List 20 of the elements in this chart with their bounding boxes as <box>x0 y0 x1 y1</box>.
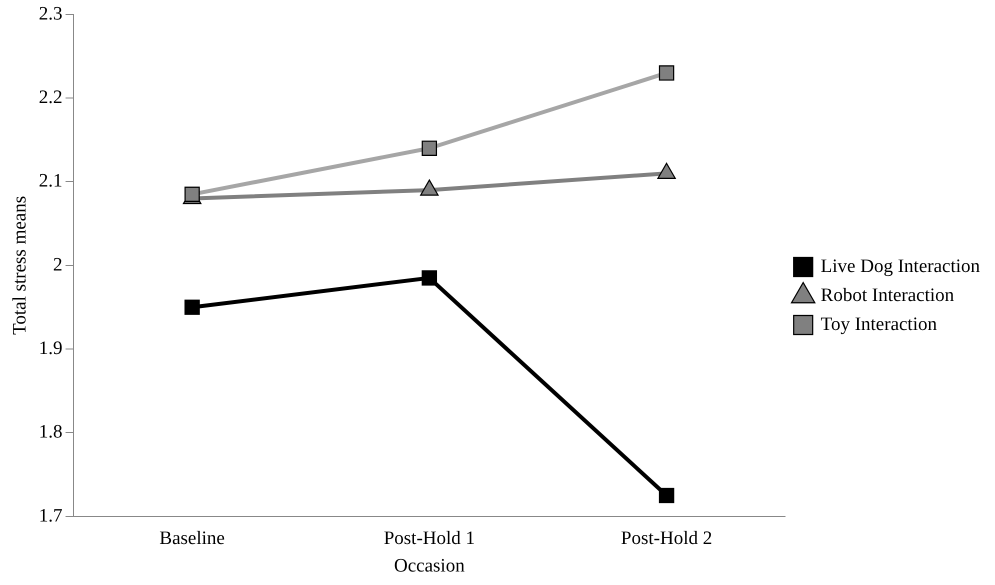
x-tick-label: Post-Hold 1 <box>384 528 476 549</box>
legend-label: Robot Interaction <box>820 284 955 306</box>
point <box>658 488 674 504</box>
y-tick-label: 2 <box>53 254 63 276</box>
point <box>422 140 438 156</box>
x-tick-label: Post-Hold 2 <box>620 528 712 549</box>
y-tick-label: 1.7 <box>38 505 63 526</box>
y-tick-label: 2.2 <box>38 87 63 108</box>
y-tick-label: 2.1 <box>38 170 63 192</box>
x-tick-label: Baseline <box>159 528 225 549</box>
point <box>658 65 674 81</box>
legend-label: Toy Interaction <box>820 314 938 335</box>
y-tick-label: 1.8 <box>38 422 63 443</box>
y-tick-label: 1.9 <box>38 338 63 360</box>
y-axis-title: Total stress means <box>9 196 30 335</box>
y-tick-label: 2.3 <box>38 3 63 24</box>
point <box>184 300 200 315</box>
legend-label: Live Dog Interaction <box>820 256 980 277</box>
point <box>422 270 438 286</box>
x-axis-title: Occasion <box>394 556 466 577</box>
